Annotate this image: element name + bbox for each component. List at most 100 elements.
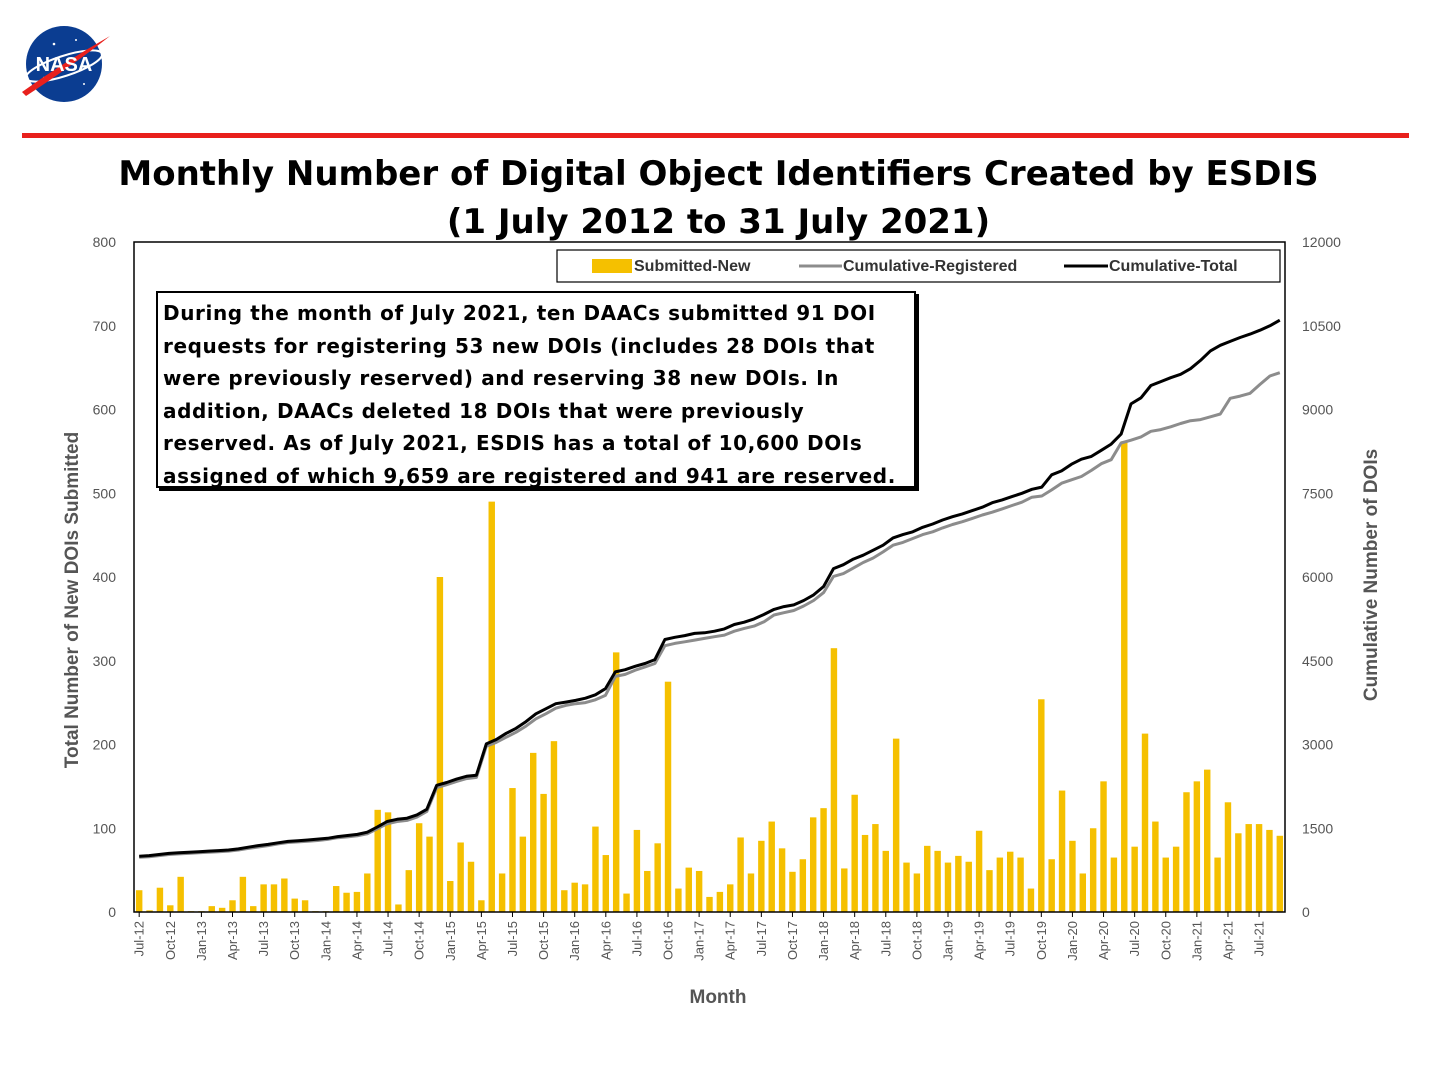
legend-label-total: Cumulative-Total <box>1109 258 1238 275</box>
bar-submitted-new <box>1224 802 1232 912</box>
y-tick-label: 500 <box>93 485 117 501</box>
annotation-line: reserved. As of July 2021, ESDIS has a t… <box>163 431 863 455</box>
bar-submitted-new <box>1152 821 1159 912</box>
legend-box <box>556 249 1281 283</box>
bar-submitted-new <box>1193 781 1201 912</box>
bar-submitted-new <box>374 809 381 912</box>
annotation-line: were previously reserved) and reserving … <box>163 366 839 390</box>
summary-annotation-box: During the month of July 2021, ten DAACs… <box>156 291 916 488</box>
bar-submitted-new <box>1089 828 1097 912</box>
x-tick-label: Jan-18 <box>816 921 831 961</box>
bar-submitted-new <box>478 900 485 912</box>
lines-group <box>139 318 1281 859</box>
x-tick-label: Apr-20 <box>1096 921 1111 960</box>
x-tick-label: Jul-19 <box>1003 921 1018 956</box>
bar-submitted-new <box>1214 857 1221 912</box>
y2-tick-label: 12000 <box>1302 234 1341 250</box>
bar-submitted-new <box>1027 888 1035 912</box>
bar-submitted-new <box>675 888 682 912</box>
x-tick-label: Oct-17 <box>785 921 800 960</box>
x-tick-label: Jan-15 <box>443 921 458 961</box>
bar-submitted-new <box>1183 792 1190 912</box>
bar-submitted-new <box>519 836 527 912</box>
bar-submitted-new <box>1079 873 1087 912</box>
x-tick-label: Jul-14 <box>381 921 396 956</box>
y2-tick-label: 7500 <box>1302 485 1333 501</box>
bar-submitted-new <box>571 882 578 912</box>
bar-submitted-new <box>872 824 879 912</box>
left-axis-ticks: 0 100 200 300 400 500 600 700 800 <box>93 234 117 920</box>
y2-axis-title: Cumulative Number of DOIs <box>1361 449 1382 701</box>
legend: Submitted-New Cumulative-Registered Cumu… <box>556 249 1281 283</box>
bar-submitted-new <box>135 890 143 912</box>
bar-submitted-new <box>955 855 962 912</box>
bar-submitted-new <box>218 907 226 912</box>
annotation-line: assigned of which 9,659 are registered a… <box>163 463 896 488</box>
bar-submitted-new <box>830 648 838 912</box>
legend-label-submitted: Submitted-New <box>634 258 751 275</box>
bar-submitted-new <box>996 857 1004 912</box>
x-tick-label: Apr-19 <box>972 921 987 960</box>
x-tick-label: Jan-19 <box>940 921 955 961</box>
bar-submitted-new <box>260 884 267 912</box>
bar-submitted-new <box>229 900 236 912</box>
bar-submitted-new <box>436 577 444 912</box>
bar-submitted-new <box>426 836 433 912</box>
bar-submitted-new <box>799 859 807 912</box>
bar-submitted-new <box>965 861 972 912</box>
y-tick-label: 800 <box>93 234 117 250</box>
x-tick-label: Apr-16 <box>598 921 613 960</box>
x-tick-label: Jul-20 <box>1127 921 1142 956</box>
bar-submitted-new <box>581 884 589 912</box>
bar-submitted-new <box>146 910 153 912</box>
bar-submitted-new <box>975 830 983 912</box>
x-tick-label: Jul-15 <box>505 921 520 956</box>
bar-submitted-new <box>903 862 910 912</box>
chart-title: Monthly Number of Digital Object Identif… <box>118 154 1319 194</box>
bar-submitted-new <box>892 738 900 912</box>
bar-submitted-new <box>924 845 931 912</box>
bar-submitted-new <box>623 893 630 912</box>
bar-submitted-new <box>695 870 703 912</box>
bar-submitted-new <box>664 681 672 912</box>
bar-submitted-new <box>1131 846 1138 912</box>
bar-submitted-new <box>561 890 568 912</box>
bar-submitted-new <box>1266 829 1273 912</box>
x-tick-label: Jul-13 <box>256 921 271 956</box>
bar-submitted-new <box>498 873 506 912</box>
bar-submitted-new <box>1006 851 1014 912</box>
bar-submitted-new <box>167 905 174 912</box>
bar-submitted-new <box>364 873 371 912</box>
annotation-line: During the month of July 2021, ten DAACs… <box>163 301 876 325</box>
header-red-rule <box>22 133 1409 138</box>
chart-subtitle: (1 July 2012 to 31 July 2021) <box>446 202 991 242</box>
bar-submitted-new <box>934 850 941 912</box>
bar-submitted-new <box>716 891 724 912</box>
bars-group <box>135 441 1284 912</box>
x-tick-label: Apr-17 <box>723 921 738 960</box>
y-tick-label: 700 <box>93 318 117 334</box>
x-tick-label: Jul-12 <box>132 921 147 956</box>
bar-submitted-new <box>177 876 184 912</box>
x-tick-label: Oct-19 <box>1034 921 1049 960</box>
y-axis-title: Total Number of New DOIs Submitted <box>62 432 83 768</box>
x-tick-label: Jan-16 <box>567 921 582 961</box>
x-tick-label: Apr-21 <box>1220 921 1235 960</box>
annotation-line: requests for registering 53 new DOIs (in… <box>163 333 875 358</box>
bar-submitted-new <box>415 823 423 912</box>
bar-submitted-new <box>602 855 610 912</box>
chart-title-block: Monthly Number of Digital Object Identif… <box>0 150 1437 246</box>
bar-submitted-new <box>270 884 278 912</box>
bar-submitted-new <box>768 821 775 912</box>
x-tick-label: Jan-17 <box>692 921 707 961</box>
plot-area-border <box>133 241 1286 913</box>
y2-tick-label: 4500 <box>1302 653 1333 669</box>
legend-label-registered: Cumulative-Registered <box>843 258 1017 275</box>
y-tick-label: 300 <box>93 653 117 669</box>
x-axis-title: Month <box>690 987 747 1008</box>
bar-submitted-new <box>913 873 921 912</box>
bar-submitted-new <box>820 808 827 912</box>
bar-submitted-new <box>747 873 755 912</box>
bar-submitted-new <box>758 840 765 912</box>
y2-tick-label: 6000 <box>1302 569 1333 585</box>
